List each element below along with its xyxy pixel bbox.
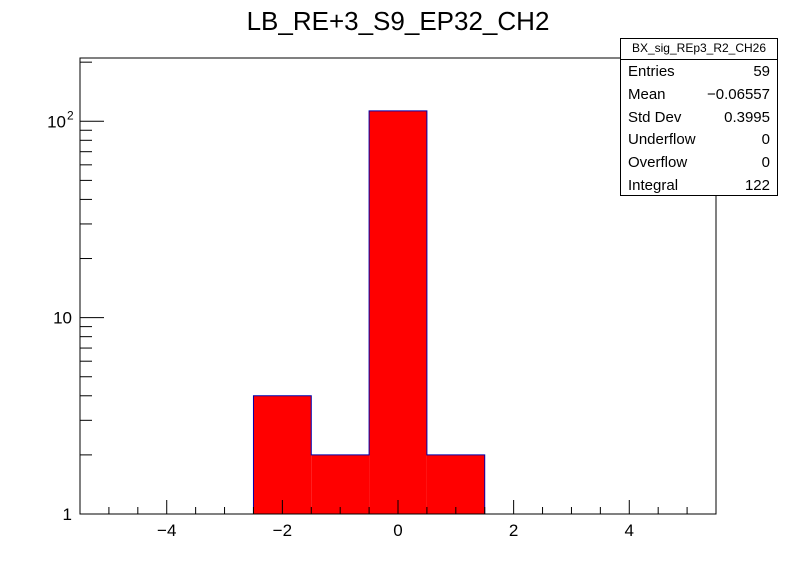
stats-row-entries: Entries 59 <box>621 60 777 83</box>
stats-label: Integral <box>628 176 679 194</box>
stats-value: 59 <box>753 63 770 80</box>
stats-row-underflow: Underflow 0 <box>621 128 777 151</box>
stats-label: Underflow <box>628 131 696 149</box>
chart-title: LB_RE+3_S9_EP32_CH2 <box>247 6 550 36</box>
x-tick-label: 4 <box>625 521 634 540</box>
histogram-outline <box>252 110 486 514</box>
x-tick-label: −2 <box>273 521 292 540</box>
histogram-bar <box>311 454 370 514</box>
y-tick-label: 10 <box>47 112 66 131</box>
stats-label: Std Dev <box>628 108 682 126</box>
stats-box: BX_sig_REp3_R2_CH26 Entries 59 Mean −0.0… <box>620 38 778 196</box>
stats-row-overflow: Overflow 0 <box>621 151 777 174</box>
stats-value: 0.3995 <box>724 108 770 126</box>
y-tick-label: 10 <box>53 309 72 328</box>
histogram-bar <box>426 454 485 514</box>
stats-label: Mean <box>628 85 666 103</box>
stats-row-mean: Mean −0.06557 <box>621 83 777 106</box>
stats-value: −0.06557 <box>707 85 770 103</box>
stats-value: 0 <box>761 131 770 149</box>
stats-row-std-dev: Std Dev 0.3995 <box>621 106 777 129</box>
x-tick-label: 2 <box>509 521 518 540</box>
x-tick-label: 0 <box>393 521 402 540</box>
y-tick-exponent: 2 <box>67 108 74 122</box>
stats-title: BX_sig_REp3_R2_CH26 <box>621 39 777 60</box>
histogram-bar <box>253 395 312 514</box>
stats-label: Entries <box>628 63 675 80</box>
y-tick-label: 1 <box>63 505 72 524</box>
stats-value: 122 <box>744 176 770 194</box>
histogram-bar <box>369 110 427 514</box>
stats-row-integral: Integral 122 <box>621 174 777 197</box>
stats-value: 0 <box>761 154 770 172</box>
x-tick-label: −4 <box>157 521 176 540</box>
stats-label: Overflow <box>628 154 688 172</box>
